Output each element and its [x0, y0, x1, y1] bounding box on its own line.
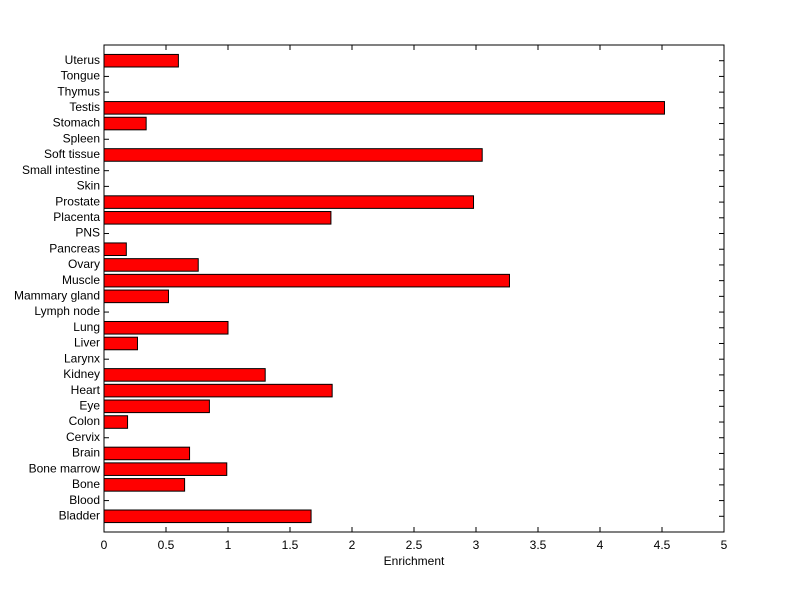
- x-tick-label: 2.5: [406, 538, 423, 552]
- bar: [103, 242, 127, 257]
- y-tick-label: Larynx: [64, 351, 100, 365]
- y-tick-label: Placenta: [53, 210, 100, 224]
- bar: [103, 446, 191, 461]
- y-tick-label: Uterus: [65, 53, 100, 67]
- y-tick-label: Blood: [69, 493, 100, 507]
- y-tick-label: Lung: [73, 320, 100, 334]
- x-tick-label: 0: [101, 538, 108, 552]
- bar: [103, 399, 210, 414]
- y-tick-label: PNS: [75, 226, 100, 240]
- y-tick-label: Tongue: [61, 69, 101, 83]
- x-tick-label: 1.5: [282, 538, 299, 552]
- y-tick-label: Lymph node: [34, 304, 100, 318]
- x-tick-label: 0.5: [158, 538, 175, 552]
- x-tick-label: 1: [225, 538, 232, 552]
- y-tick-label: Heart: [71, 383, 101, 397]
- bar: [103, 383, 333, 398]
- y-tick-label: Stomach: [53, 116, 100, 130]
- x-tick-label: 4.5: [654, 538, 671, 552]
- x-tick-label: 4: [597, 538, 604, 552]
- x-axis-label: Enrichment: [384, 554, 445, 568]
- plot-area: [103, 44, 725, 533]
- y-tick-label: Mammary gland: [14, 289, 100, 303]
- bar: [103, 116, 147, 131]
- bar: [103, 211, 332, 225]
- y-tick-label: Pancreas: [49, 241, 100, 255]
- y-tick-label: Brain: [72, 446, 100, 460]
- x-tick-label: 3.5: [530, 538, 547, 552]
- y-tick-label: Liver: [74, 336, 100, 350]
- y-tick-label: Prostate: [55, 194, 100, 208]
- bar: [103, 415, 129, 429]
- bar: [103, 101, 665, 115]
- y-tick-label: Soft tissue: [44, 147, 100, 161]
- x-tick-label: 5: [721, 538, 728, 552]
- y-tick-label: Thymus: [57, 84, 100, 98]
- bar: [103, 258, 199, 272]
- y-tick-label: Skin: [77, 179, 100, 193]
- y-tick-label: Eye: [79, 398, 100, 412]
- x-tick-label: 2: [349, 538, 356, 552]
- bar: [103, 462, 228, 476]
- bar: [103, 336, 138, 351]
- y-tick-label: Ovary: [68, 257, 100, 271]
- y-tick-label: Bone: [72, 477, 100, 491]
- y-tick-label: Colon: [69, 414, 100, 428]
- y-tick-label: Cervix: [66, 430, 100, 444]
- y-tick-label: Bladder: [59, 508, 100, 522]
- bar: [103, 478, 186, 492]
- bar: [103, 195, 475, 209]
- bar: [103, 289, 169, 304]
- y-tick-label: Muscle: [62, 273, 100, 287]
- bar: [103, 509, 312, 524]
- y-tick-label: Kidney: [63, 367, 100, 381]
- bar: [103, 148, 483, 162]
- bar: [103, 368, 266, 382]
- y-tick-label: Spleen: [63, 131, 100, 145]
- bar: [103, 320, 229, 335]
- x-tick-label: 3: [473, 538, 480, 552]
- bar: [103, 53, 179, 68]
- y-tick-label: Bone marrow: [29, 461, 101, 475]
- y-tick-label: Small intestine: [22, 163, 100, 177]
- y-tick-label: Testis: [69, 100, 100, 114]
- bar: [103, 273, 510, 288]
